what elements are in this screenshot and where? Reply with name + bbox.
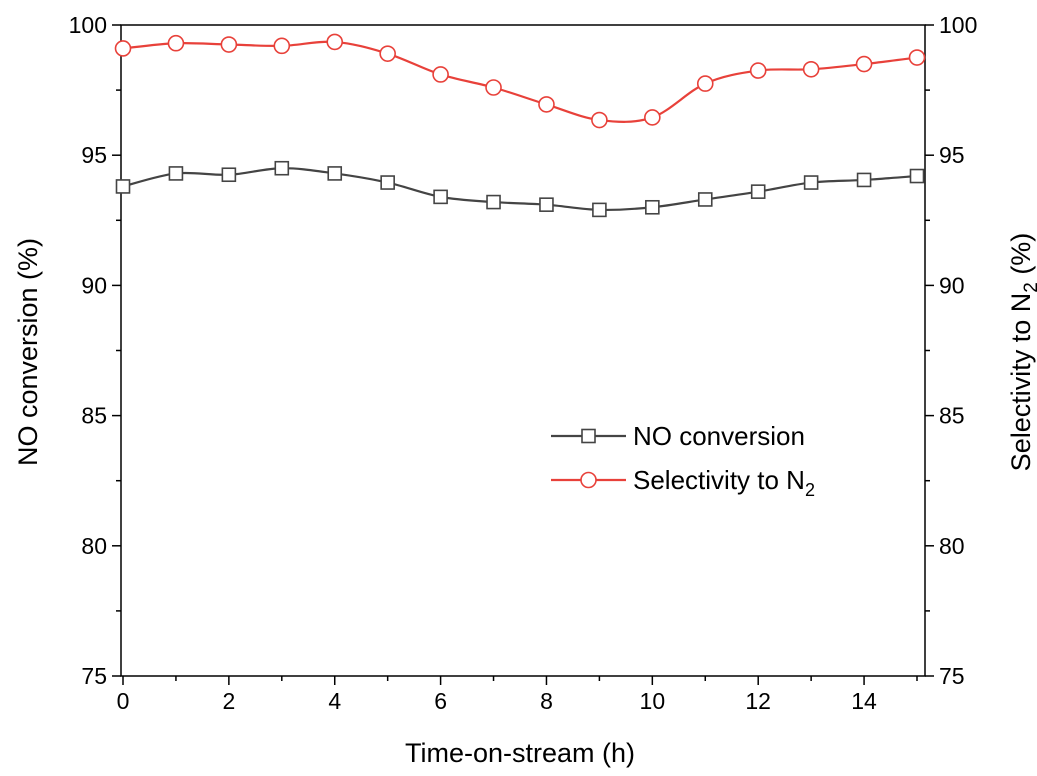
selectivity-point — [855, 55, 873, 73]
selectivity-point — [644, 109, 661, 126]
x-tick-label: 6 — [434, 688, 447, 714]
no-conversion-point — [645, 199, 660, 215]
legend-label-subscript: 2 — [805, 480, 815, 500]
selectivity-point — [908, 49, 926, 66]
no-conversion-point — [803, 175, 819, 190]
no-conversion-point — [750, 184, 766, 199]
y-axis-title-right-unit: (%) — [1006, 233, 1036, 283]
legend-no-conversion-label: NO conversion — [633, 421, 805, 451]
selectivity-point — [485, 79, 502, 96]
x-axis-title: Time-on-stream (h) — [405, 738, 635, 768]
legend-selectivity-label: Selectivity to N2 — [633, 465, 815, 500]
y-right-tick-label: 75 — [939, 663, 965, 689]
no-conversion-point — [380, 175, 395, 190]
x-tick-label: 8 — [540, 688, 553, 714]
x-tick-label: 2 — [222, 688, 235, 714]
selectivity-point — [220, 36, 238, 53]
no-conversion-point — [274, 160, 290, 176]
no-conversion-point — [327, 166, 343, 181]
y-right-tick-label: 100 — [939, 12, 977, 38]
x-tick-label: 14 — [851, 688, 877, 714]
y-left-tick-label: 90 — [81, 272, 107, 298]
y-left-tick-label: 95 — [81, 142, 107, 168]
no-conversion-point — [115, 179, 131, 194]
no-conversion-point — [856, 172, 872, 188]
plot-frame — [120, 24, 926, 677]
y-axis-title-right-subscript: 2 — [1021, 282, 1037, 293]
legend: NO conversion Selectivity to N2 — [551, 421, 815, 500]
axes-group: 0 2 4 6 8 10 12 14 75 80 85 90 95 100 75 80 85 90 95 100 — [69, 12, 978, 714]
legend-label-main: Selectivity to N — [633, 465, 805, 495]
x-tick-label: 10 — [640, 688, 666, 714]
no-conversion-line — [122, 167, 918, 212]
legend-selectivity-marker — [580, 471, 597, 489]
selectivity-point — [696, 75, 714, 92]
y-right-tick-label: 85 — [939, 403, 965, 429]
selectivity-line — [122, 40, 918, 123]
y-left-tick-label: 75 — [81, 663, 107, 689]
y-axis-title-right-main: Selectivity to N — [1006, 293, 1036, 472]
x-tick-label: 4 — [328, 688, 341, 714]
x-tick-label: 12 — [745, 688, 771, 714]
no-conversion-point — [592, 202, 607, 218]
y-axis-title-left: NO conversion (%) — [13, 238, 43, 466]
y-right-tick-label: 80 — [939, 533, 965, 559]
selectivity-point — [591, 111, 608, 129]
no-conversion-point — [697, 192, 713, 207]
selectivity-point — [432, 66, 449, 83]
y-left-tick-label: 85 — [81, 403, 107, 429]
selectivity-point — [749, 62, 767, 79]
y-axis-title-right: Selectivity to N2 (%) — [1006, 233, 1037, 472]
no-conversion-point — [909, 168, 925, 184]
series-group — [114, 33, 926, 218]
y-right-tick-label: 90 — [939, 272, 965, 298]
selectivity-point — [326, 33, 344, 51]
selectivity-point — [273, 37, 291, 55]
selectivity-point — [114, 40, 132, 57]
y-left-tick-label: 80 — [81, 533, 107, 559]
no-conversion-point — [539, 197, 554, 212]
x-tick-label: 0 — [117, 688, 130, 714]
y-right-tick-label: 95 — [939, 142, 965, 168]
no-conversion-point — [486, 194, 501, 210]
y-left-tick-label: 100 — [69, 12, 107, 38]
no-conversion-point — [221, 167, 237, 183]
selectivity-point — [379, 45, 396, 62]
legend-no-conversion-marker — [581, 428, 596, 444]
no-conversion-point — [433, 189, 448, 205]
selectivity-point — [167, 34, 185, 52]
selectivity-point — [802, 60, 820, 78]
selectivity-point — [538, 96, 555, 113]
no-conversion-point — [168, 166, 184, 181]
